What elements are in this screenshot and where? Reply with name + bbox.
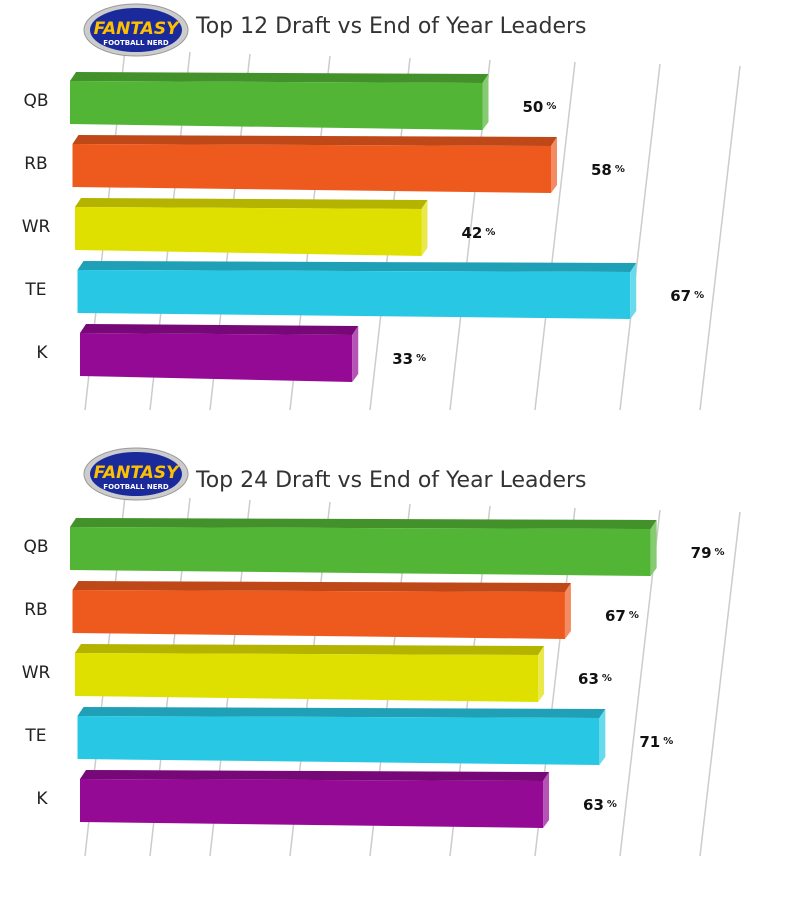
bar-te	[77, 270, 631, 319]
value-label: 71%	[639, 733, 673, 751]
category-label: RB	[24, 600, 47, 620]
bar-qb	[70, 527, 651, 576]
category-label: RB	[24, 154, 47, 174]
gridline	[619, 63, 661, 411]
bar-top-face	[70, 72, 489, 83]
bar-end-face	[564, 583, 571, 639]
bar-rb	[72, 144, 551, 193]
bar-end-face	[599, 709, 606, 765]
bar-top-face	[77, 707, 606, 718]
category-label: WR	[22, 217, 51, 237]
category-label: WR	[22, 663, 51, 683]
bar-top-face	[80, 770, 550, 781]
bar-top-face	[80, 324, 359, 335]
gridline	[699, 511, 741, 857]
bar-top-face	[70, 518, 657, 529]
category-label: TE	[24, 280, 46, 300]
category-label: QB	[23, 537, 48, 557]
bar-end-face	[543, 772, 550, 828]
value-label: 58%	[591, 161, 625, 179]
svg-text:FANTASY: FANTASY	[94, 463, 180, 483]
value-label: 50%	[523, 98, 557, 116]
logo: FANTASY FOOTBALL NERD	[82, 446, 190, 502]
value-label: 79%	[691, 544, 725, 562]
bar-wr	[75, 207, 422, 256]
bar-end-face	[551, 137, 557, 193]
value-label: 42%	[462, 224, 496, 242]
category-label: K	[36, 343, 48, 363]
bar-end-face	[421, 200, 428, 256]
bar-te	[77, 716, 600, 765]
value-label: 67%	[605, 607, 639, 625]
bar-end-face	[352, 326, 359, 382]
bar-end-face	[650, 520, 657, 576]
svg-text:FOOTBALL NERD: FOOTBALL NERD	[103, 39, 169, 47]
bar-end-face	[482, 74, 489, 130]
value-label: 67%	[670, 287, 704, 305]
bar-qb	[70, 81, 483, 130]
category-label: TE	[24, 726, 46, 746]
gridline	[534, 61, 576, 411]
logo: FANTASY FOOTBALL NERD	[82, 2, 190, 58]
category-label: QB	[23, 91, 48, 111]
bar-top-face	[75, 198, 428, 209]
bar-top-face	[72, 135, 557, 146]
chart-2-title: Top 24 Draft vs End of Year Leaders	[196, 468, 587, 493]
bar-k	[80, 333, 353, 382]
svg-text:FOOTBALL NERD: FOOTBALL NERD	[103, 483, 169, 491]
bar-top-face	[75, 644, 545, 655]
value-label: 63%	[578, 670, 612, 688]
bar-k	[80, 779, 544, 828]
bar-wr	[75, 653, 539, 702]
chart-1-title: Top 12 Draft vs End of Year Leaders	[196, 14, 587, 39]
bar-top-face	[77, 261, 637, 272]
gridline	[699, 65, 741, 411]
category-label: K	[36, 789, 48, 809]
bar-rb	[72, 590, 565, 639]
value-label: 63%	[583, 796, 617, 814]
bar-top-face	[72, 581, 571, 592]
bar-end-face	[630, 263, 637, 319]
value-label: 33%	[392, 350, 426, 368]
svg-text:FANTASY: FANTASY	[94, 19, 180, 39]
bar-end-face	[538, 646, 545, 702]
